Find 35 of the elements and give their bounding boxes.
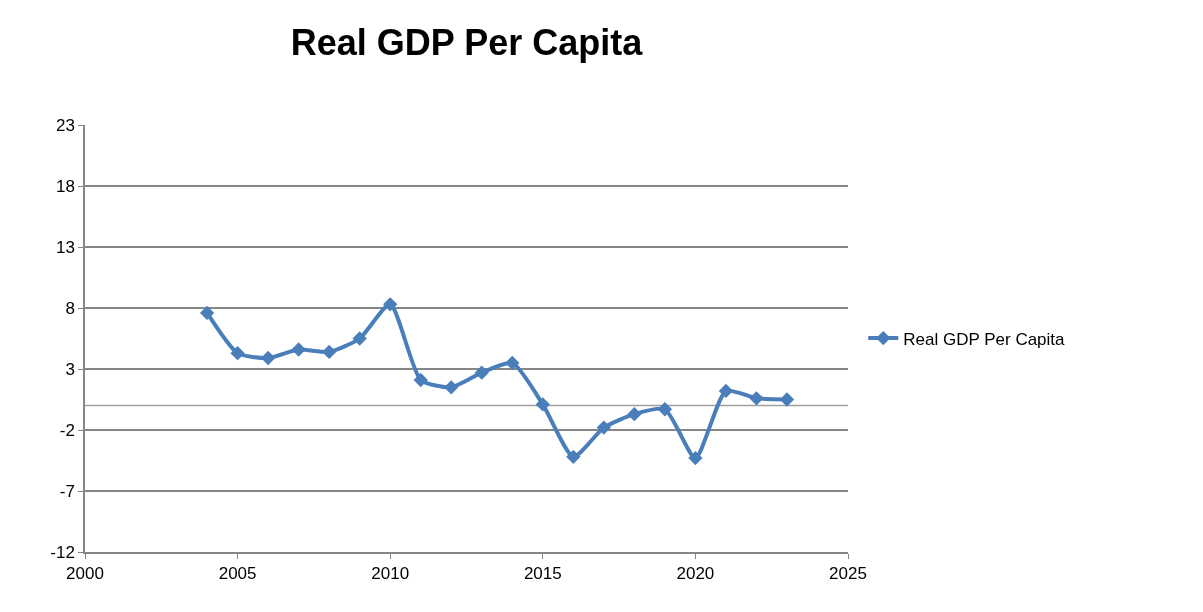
point [291,342,306,357]
point [657,402,673,417]
point [322,344,337,360]
x-tick-label: 2025 [829,564,867,584]
legend-label: Real GDP Per Capita [903,329,1066,349]
y-tick-label: -7 [59,481,75,501]
point [383,297,398,312]
point [505,355,520,371]
y-tick-label: -12 [50,542,75,562]
point [627,406,642,422]
point [688,450,703,466]
point [596,420,611,435]
y-tick-label: -2 [59,420,75,440]
y-tick-label: 3 [65,359,75,379]
point [535,397,550,412]
x-tick-label: 2010 [371,564,410,584]
point [779,392,795,407]
point [352,331,367,346]
point [230,345,245,361]
y-tick-label: 8 [65,298,75,318]
point [199,305,215,321]
point [444,380,459,395]
point [749,391,764,406]
point [413,372,428,388]
chart-title: Real GDP Per Capita [290,22,644,64]
x-tick-label: 2000 [66,564,104,584]
y-tick-label: 23 [55,115,75,135]
point [474,365,489,380]
x-tick-label: 2015 [523,564,562,584]
point [566,449,581,464]
x-tick-label: 2005 [218,564,257,584]
y-tick-label: 18 [55,176,75,196]
y-tick-label: 13 [55,237,75,257]
point [718,383,734,399]
x-tick-label: 2020 [676,564,715,584]
